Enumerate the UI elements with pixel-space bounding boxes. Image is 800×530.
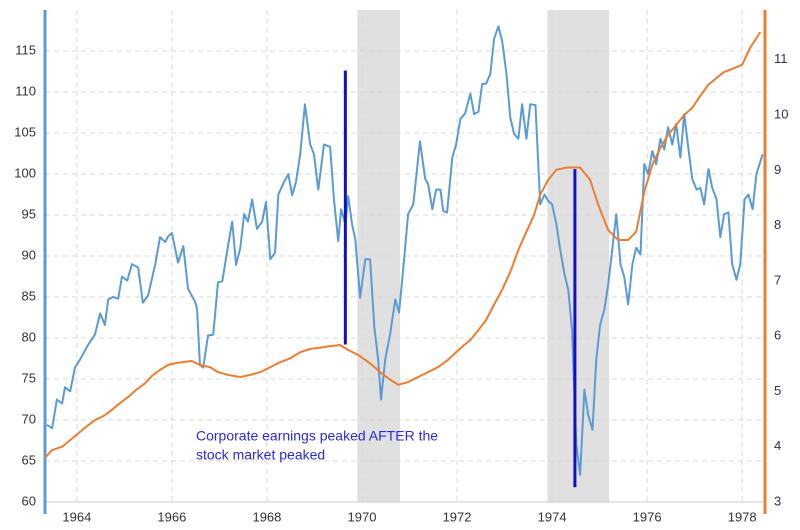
y2-tick-label: 7 xyxy=(774,272,781,287)
y-tick-label: 115 xyxy=(15,42,36,57)
x-tick-label: 1972 xyxy=(443,509,472,524)
y-tick-label: 100 xyxy=(14,165,36,180)
x-tick-label: 1966 xyxy=(157,509,186,524)
y-tick-label: 70 xyxy=(22,411,36,426)
y2-tick-label: 10 xyxy=(774,106,788,121)
x-tick-label: 1974 xyxy=(538,509,567,524)
y2-tick-label: 8 xyxy=(774,217,781,232)
y-tick-label: 95 xyxy=(22,206,36,221)
annotation: stock market peaked xyxy=(196,447,325,463)
y2-tick-label: 3 xyxy=(774,493,781,508)
y2-tick-label: 5 xyxy=(774,383,781,398)
annotation: Corporate earnings peaked AFTER the xyxy=(196,428,438,444)
data-line xyxy=(44,31,762,459)
y-tick-label: 105 xyxy=(14,124,36,139)
x-tick-label: 1978 xyxy=(728,509,757,524)
x-tick-label: 1970 xyxy=(348,509,377,524)
y2-tick-label: 9 xyxy=(774,162,781,177)
y-tick-label: 90 xyxy=(22,247,36,262)
x-tick-label: 1968 xyxy=(252,509,281,524)
y-tick-label: 65 xyxy=(22,452,36,467)
y-tick-label: 75 xyxy=(22,370,36,385)
y2-tick-label: 11 xyxy=(774,51,788,66)
y2-tick-label: 6 xyxy=(774,328,781,343)
y2-tick-label: 4 xyxy=(774,438,781,453)
y-tick-label: 80 xyxy=(22,329,36,344)
y-tick-label: 110 xyxy=(15,83,36,98)
y-tick-label: 60 xyxy=(22,493,36,508)
x-tick-label: 1976 xyxy=(633,509,662,524)
y-tick-label: 85 xyxy=(22,288,36,303)
data-line xyxy=(46,25,764,476)
x-tick-label: 1964 xyxy=(62,509,91,524)
